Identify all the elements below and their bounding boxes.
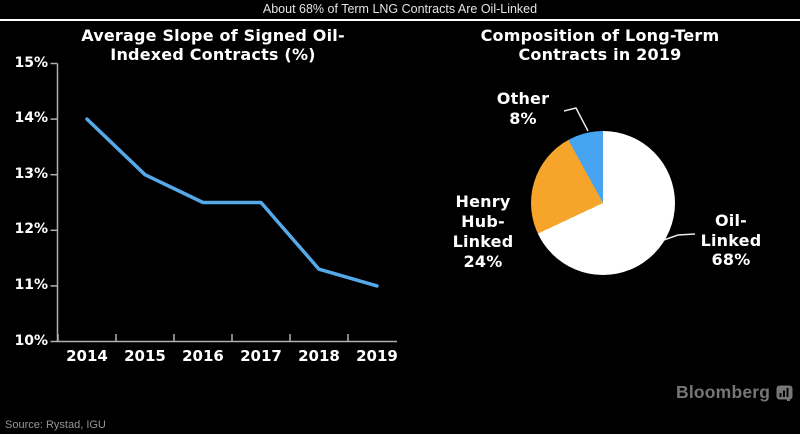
bloomberg-logo: Bloomberg xyxy=(676,382,793,403)
x-axis-tick-label: 2018 xyxy=(298,347,340,365)
pie-leader-line-oil xyxy=(660,233,696,242)
bloomberg-terminal-icon xyxy=(776,385,793,401)
pie-label-henry-hub: Henry Hub- Linked 24% xyxy=(452,192,514,271)
header-divider xyxy=(0,19,800,21)
pie-label-oil-linked: Oil- Linked 68% xyxy=(700,211,762,269)
bloomberg-logo-text: Bloomberg xyxy=(676,382,771,402)
source-note: Source: Rystad, IGU xyxy=(5,419,106,431)
page-title: About 68% of Term LNG Contracts Are Oil-… xyxy=(262,2,538,16)
pie-label-other: Other 8% xyxy=(496,89,550,128)
pie-leader-line-other xyxy=(563,107,589,132)
y-axis-tick-label: 13% xyxy=(14,165,48,182)
line-series-avg-slope xyxy=(85,117,379,288)
x-axis-tick-label: 2019 xyxy=(356,347,398,365)
y-axis-tick-label: 12% xyxy=(14,221,48,238)
y-axis-tick-label: 11% xyxy=(14,276,48,293)
x-axis-tick-label: 2014 xyxy=(66,347,108,365)
x-axis-tick-label: 2015 xyxy=(124,347,166,365)
x-axis-tick-label: 2016 xyxy=(182,347,224,365)
line-chart-title: Average Slope of Signed Oil- Indexed Con… xyxy=(81,26,345,64)
y-axis-tick-label: 14% xyxy=(14,110,48,127)
y-axis-tick-label: 10% xyxy=(14,332,48,349)
x-axis-tick-label: 2017 xyxy=(240,347,282,365)
y-axis-tick-label: 15% xyxy=(14,54,48,71)
pie-chart xyxy=(531,131,675,275)
pie-chart-title: Composition of Long-Term Contracts in 20… xyxy=(480,26,720,64)
